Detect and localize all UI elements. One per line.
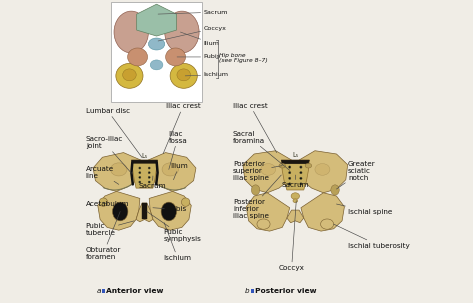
Ellipse shape <box>321 219 333 229</box>
Ellipse shape <box>139 171 141 174</box>
Ellipse shape <box>139 176 141 178</box>
Text: Sacrum: Sacrum <box>139 176 166 189</box>
Polygon shape <box>148 153 196 191</box>
Polygon shape <box>98 191 140 230</box>
Text: a: a <box>96 288 101 294</box>
Text: Coccyx: Coccyx <box>158 25 226 41</box>
Ellipse shape <box>291 193 299 199</box>
Polygon shape <box>93 153 141 191</box>
Polygon shape <box>301 193 344 231</box>
Text: Coccyx: Coccyx <box>279 201 305 271</box>
Ellipse shape <box>177 69 191 81</box>
Ellipse shape <box>150 60 163 70</box>
Ellipse shape <box>300 171 302 174</box>
Ellipse shape <box>128 48 148 66</box>
Text: Ischium: Ischium <box>164 223 192 261</box>
Text: Sacrum: Sacrum <box>158 10 228 15</box>
Polygon shape <box>136 203 153 222</box>
Text: Greater
sciatic
notch: Greater sciatic notch <box>336 161 376 189</box>
Ellipse shape <box>251 185 260 195</box>
Ellipse shape <box>293 199 298 203</box>
Ellipse shape <box>114 11 149 53</box>
Ellipse shape <box>113 202 128 221</box>
Ellipse shape <box>162 163 178 176</box>
Bar <box>251 289 254 293</box>
Ellipse shape <box>170 63 197 88</box>
Polygon shape <box>299 151 348 193</box>
Ellipse shape <box>331 185 339 195</box>
Ellipse shape <box>148 176 150 178</box>
Text: Sacrum: Sacrum <box>282 175 309 188</box>
Text: Posterior
superior
iliac spine: Posterior superior iliac spine <box>233 161 282 181</box>
Polygon shape <box>246 193 289 231</box>
Text: Acetabulum: Acetabulum <box>86 201 129 207</box>
Text: Iliac crest: Iliac crest <box>163 103 201 154</box>
Text: Lumbar disc: Lumbar disc <box>86 108 142 158</box>
Polygon shape <box>243 151 291 193</box>
Polygon shape <box>131 160 158 163</box>
Ellipse shape <box>279 163 286 168</box>
Text: Pubis: Pubis <box>153 206 186 212</box>
Text: Sacro-iliac
joint: Sacro-iliac joint <box>86 136 131 173</box>
Ellipse shape <box>315 164 330 175</box>
Text: Obturator
foramen: Obturator foramen <box>86 211 121 260</box>
Ellipse shape <box>139 181 141 183</box>
Ellipse shape <box>300 166 302 168</box>
Ellipse shape <box>116 63 143 88</box>
Text: Iliac crest: Iliac crest <box>233 103 277 153</box>
FancyBboxPatch shape <box>111 2 202 102</box>
Ellipse shape <box>111 163 127 176</box>
Polygon shape <box>287 210 304 223</box>
Text: Arcuate
line: Arcuate line <box>86 165 119 185</box>
Ellipse shape <box>289 171 291 174</box>
Bar <box>102 289 105 293</box>
Ellipse shape <box>148 181 150 183</box>
Text: Iliac
fossa: Iliac fossa <box>169 131 187 169</box>
Text: Sacral
foramina: Sacral foramina <box>233 131 289 170</box>
Text: Ilium: Ilium <box>170 163 188 180</box>
Text: Anterior view: Anterior view <box>106 288 164 294</box>
Polygon shape <box>149 191 191 230</box>
Ellipse shape <box>300 183 302 185</box>
Ellipse shape <box>289 177 291 179</box>
Ellipse shape <box>300 177 302 179</box>
Ellipse shape <box>261 164 276 175</box>
Polygon shape <box>142 203 147 219</box>
Ellipse shape <box>161 202 176 221</box>
Ellipse shape <box>165 11 199 53</box>
Polygon shape <box>281 160 309 164</box>
Ellipse shape <box>182 198 190 206</box>
Text: Ischium: Ischium <box>185 72 228 77</box>
Ellipse shape <box>166 48 185 66</box>
Text: Ilium: Ilium <box>180 32 219 45</box>
Text: L₅: L₅ <box>141 153 148 159</box>
Ellipse shape <box>289 166 291 168</box>
Text: Pubis: Pubis <box>177 55 220 59</box>
Text: L₅: L₅ <box>292 152 298 158</box>
Ellipse shape <box>149 38 165 50</box>
Text: Pubic
tubercle: Pubic tubercle <box>86 221 134 236</box>
Polygon shape <box>137 4 176 36</box>
Ellipse shape <box>305 163 312 168</box>
Text: Ischial tuberosity: Ischial tuberosity <box>333 224 410 248</box>
Ellipse shape <box>99 198 107 206</box>
Text: Hip bone
(see Figure 8–7): Hip bone (see Figure 8–7) <box>219 52 268 63</box>
Polygon shape <box>281 160 309 190</box>
Ellipse shape <box>148 171 150 174</box>
Ellipse shape <box>257 219 270 229</box>
Text: Posterior
inferior
iliac spine: Posterior inferior iliac spine <box>233 175 281 219</box>
Text: Ischial spine: Ischial spine <box>336 204 393 215</box>
Text: Pubic
symphysis: Pubic symphysis <box>147 211 201 242</box>
Ellipse shape <box>139 167 141 169</box>
Text: Posterior view: Posterior view <box>255 288 316 294</box>
Text: b: b <box>245 288 249 294</box>
Ellipse shape <box>123 69 136 81</box>
Polygon shape <box>131 160 158 188</box>
Ellipse shape <box>289 183 291 185</box>
Ellipse shape <box>148 167 150 169</box>
